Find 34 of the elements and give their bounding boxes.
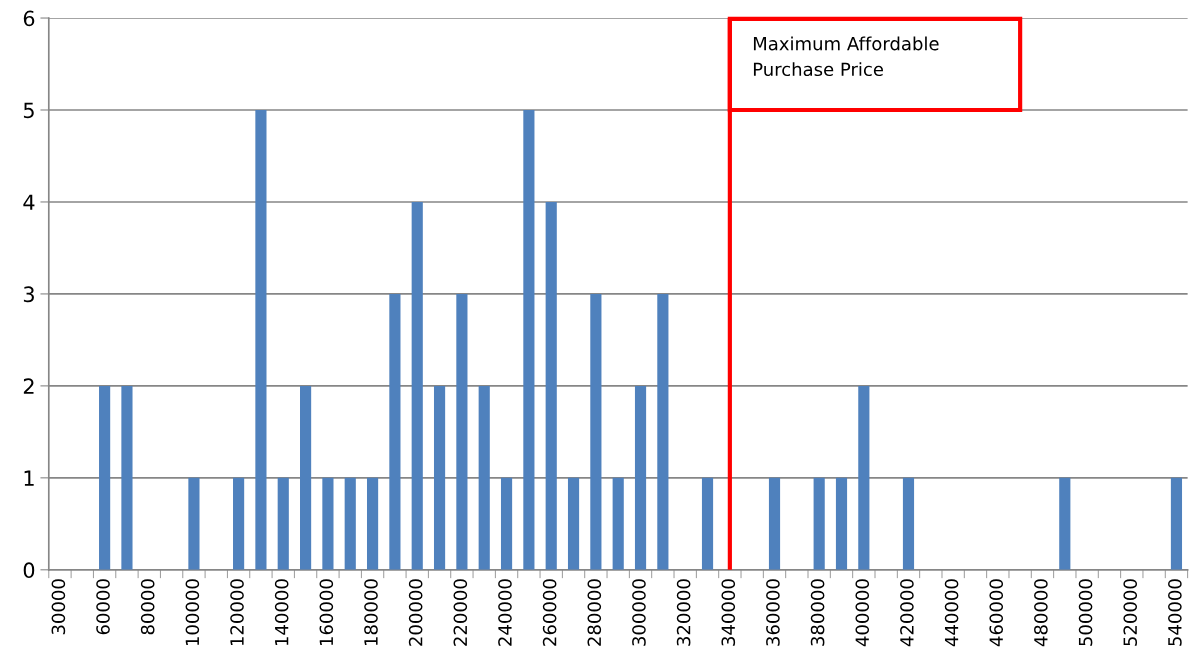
x-tick-label: 420000 <box>900 579 914 647</box>
x-tick-label: 120000 <box>230 579 244 646</box>
x-tick-label: 360000 <box>766 579 780 646</box>
y-tick-label: 1 <box>24 470 34 486</box>
x-tick-label: 340000 <box>721 579 736 646</box>
x-tick-label: 60000 <box>96 579 110 635</box>
x-tick-label: 240000 <box>498 579 512 646</box>
y-tick-label: 4 <box>23 194 35 210</box>
ref-line-label: Maximum Affordable Purchase Price <box>753 36 939 77</box>
x-tick-label: 80000 <box>140 579 155 635</box>
x-tick-label: 140000 <box>274 579 289 646</box>
x-tick-label: 440000 <box>944 579 959 647</box>
x-tick-label: 400000 <box>855 579 870 647</box>
x-tick-label: 160000 <box>319 579 334 646</box>
x-tick-label: 460000 <box>989 579 1004 647</box>
x-tick-label: 260000 <box>542 579 557 646</box>
y-tick-label: 5 <box>23 102 34 119</box>
x-tick-label: 280000 <box>587 579 602 646</box>
y-tick-label: 2 <box>23 378 34 394</box>
x-tick-label: 320000 <box>676 579 691 646</box>
x-tick-label: 200000 <box>408 579 423 646</box>
y-tick-label: 0 <box>23 562 35 579</box>
x-tick-label: 180000 <box>364 579 378 646</box>
x-tick-label: 520000 <box>1123 579 1138 646</box>
x-tick-label: 500000 <box>1078 579 1093 646</box>
y-tick-label: 6 <box>23 10 35 27</box>
x-tick-label: 30000 <box>51 579 66 635</box>
x-tick-label: 480000 <box>1034 579 1048 647</box>
x-tick-label: 540000 <box>1168 579 1182 646</box>
x-tick-label: 300000 <box>632 579 646 646</box>
x-tick-label: 100000 <box>185 579 200 646</box>
y-tick-label: 3 <box>23 286 34 303</box>
x-tick-label: 380000 <box>810 579 825 646</box>
x-tick-label: 220000 <box>453 579 468 646</box>
